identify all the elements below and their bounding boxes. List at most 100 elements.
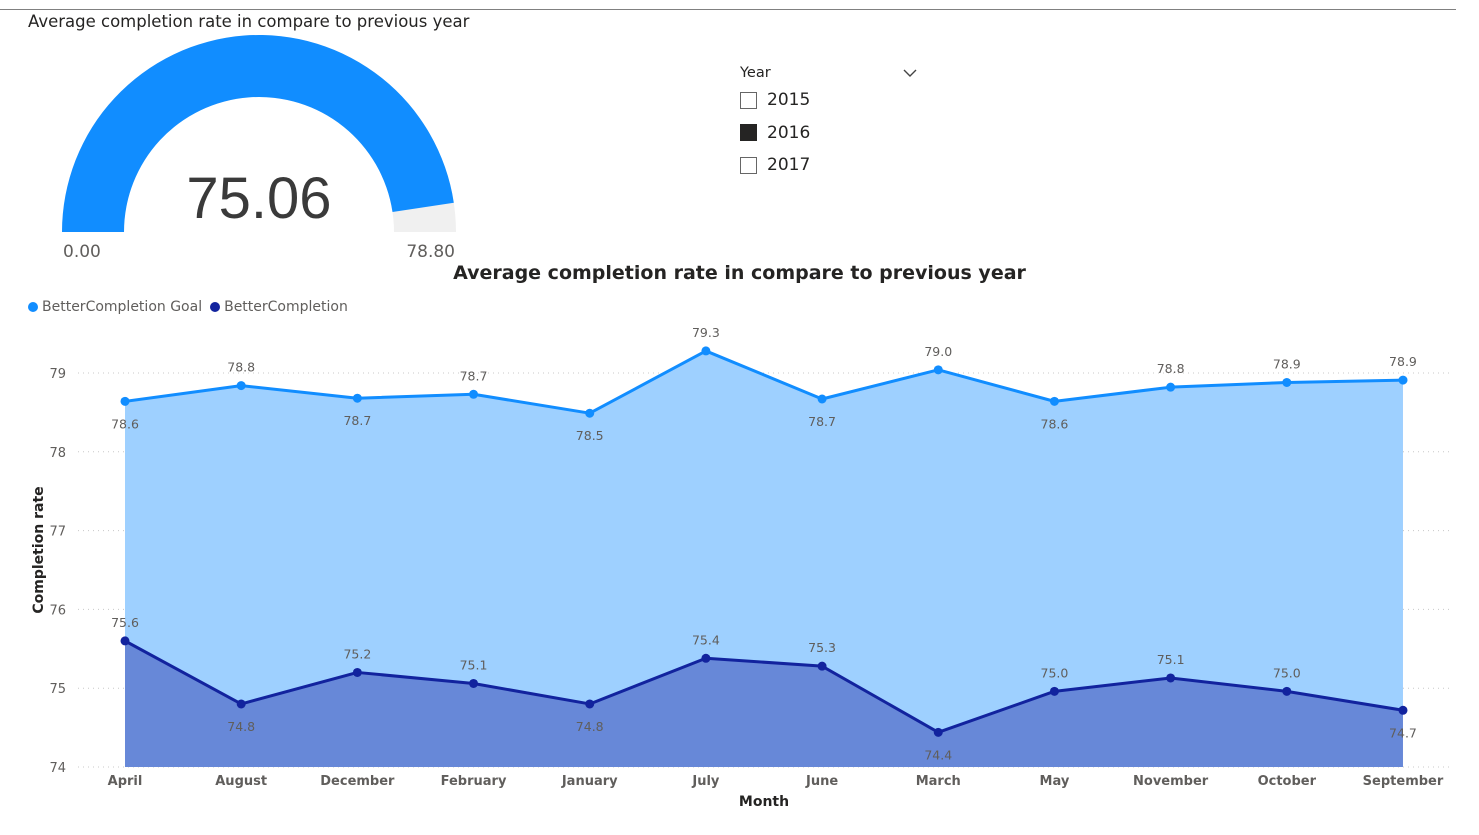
- gauge-min-label: 0.00: [63, 242, 101, 262]
- data-point[interactable]: [469, 678, 479, 688]
- y-tick-label: 74: [49, 761, 66, 776]
- data-point[interactable]: [701, 346, 711, 356]
- data-label: 78.6: [111, 416, 139, 431]
- legend-label: BetterCompletion: [224, 299, 348, 315]
- data-point[interactable]: [933, 727, 943, 737]
- data-label: 79.3: [692, 325, 720, 340]
- data-point[interactable]: [817, 661, 827, 671]
- x-tick-label: September: [1363, 774, 1444, 789]
- slicer-header: Year: [740, 62, 918, 84]
- gauge-title: Average completion rate in compare to pr…: [28, 12, 470, 31]
- x-tick-label: November: [1133, 774, 1209, 789]
- data-label: 78.9: [1389, 354, 1417, 369]
- x-tick-label: December: [320, 774, 395, 789]
- data-point[interactable]: [1398, 375, 1408, 385]
- data-label: 75.0: [1041, 665, 1069, 680]
- y-tick-label: 75: [49, 682, 66, 697]
- checkbox[interactable]: [740, 156, 757, 174]
- data-point[interactable]: [1282, 686, 1292, 696]
- legend-item-goal[interactable]: BetterCompletion Goal: [28, 299, 202, 315]
- data-label: 75.6: [111, 615, 139, 630]
- x-tick-label: April: [108, 774, 143, 789]
- data-label: 78.7: [460, 368, 488, 383]
- slicer-item-2015[interactable]: 2015: [740, 84, 920, 117]
- data-point[interactable]: [1166, 382, 1176, 392]
- data-point[interactable]: [352, 667, 362, 677]
- data-label: 75.4: [692, 632, 720, 647]
- x-tick-label: May: [1040, 774, 1070, 789]
- data-label: 79.0: [924, 344, 952, 359]
- data-point[interactable]: [469, 389, 479, 399]
- chevron-down-icon[interactable]: [902, 67, 918, 79]
- data-label: 78.8: [1157, 361, 1185, 376]
- slicer-item-label: 2015: [767, 90, 811, 111]
- area-goal: [125, 350, 1403, 733]
- gauge-fill[interactable]: [62, 35, 454, 232]
- data-label: 75.1: [1157, 652, 1185, 667]
- x-tick-label: March: [916, 774, 961, 789]
- data-point[interactable]: [1049, 396, 1059, 406]
- chart-legend: BetterCompletion Goal BetterCompletion: [28, 299, 356, 315]
- data-point[interactable]: [1398, 705, 1408, 715]
- data-point[interactable]: [120, 396, 130, 406]
- data-label: 74.8: [576, 719, 604, 734]
- checkbox[interactable]: [740, 91, 757, 109]
- series-line-completion: [124, 639, 1404, 734]
- data-label: 75.0: [1273, 665, 1301, 680]
- series-line-goal: [124, 349, 1404, 415]
- data-label: 78.6: [1041, 416, 1069, 431]
- top-divider: [0, 9, 1456, 10]
- x-tick-label: June: [805, 774, 838, 789]
- y-tick-label: 76: [49, 603, 66, 618]
- y-tick-label: 77: [49, 525, 66, 540]
- year-slicer: Year 2015 2016 2017: [740, 62, 920, 182]
- x-tick-label: January: [561, 774, 618, 789]
- legend-label: BetterCompletion Goal: [42, 299, 203, 315]
- data-point[interactable]: [701, 653, 711, 663]
- slicer-item-2016[interactable]: 2016: [740, 117, 920, 150]
- area-completion: [125, 640, 1403, 767]
- data-label: 74.8: [227, 719, 255, 734]
- checkbox[interactable]: [740, 124, 757, 142]
- data-point[interactable]: [236, 381, 246, 391]
- legend-item-completion[interactable]: BetterCompletion: [210, 299, 348, 315]
- data-label: 78.9: [1273, 356, 1301, 371]
- data-point[interactable]: [352, 393, 362, 403]
- x-axis-title: Month: [739, 794, 789, 810]
- slicer-title: Year: [740, 65, 771, 81]
- data-label: 75.2: [343, 646, 371, 661]
- data-label: 74.4: [924, 747, 952, 762]
- data-point[interactable]: [236, 699, 246, 709]
- x-tick-label: July: [691, 774, 720, 789]
- data-label: 78.7: [343, 413, 371, 428]
- data-point[interactable]: [933, 365, 943, 375]
- x-tick-label: October: [1258, 774, 1317, 789]
- data-label: 74.7: [1389, 725, 1417, 740]
- x-tick-label: August: [215, 774, 267, 789]
- data-label: 78.5: [576, 428, 604, 443]
- gauge-max-label: 78.80: [406, 242, 455, 262]
- y-axis-title: Completion rate: [31, 486, 47, 613]
- data-point[interactable]: [1282, 377, 1292, 387]
- data-point[interactable]: [1166, 673, 1176, 683]
- data-point[interactable]: [585, 408, 595, 418]
- legend-marker: [28, 302, 38, 312]
- x-tick-label: February: [441, 774, 507, 789]
- chart-title: Average completion rate in compare to pr…: [453, 262, 1026, 284]
- gauge-chart: 75.06 0.00 78.80: [62, 35, 456, 262]
- slicer-item-2017[interactable]: 2017: [740, 149, 920, 182]
- data-label: 78.7: [808, 414, 836, 429]
- data-point[interactable]: [120, 636, 130, 646]
- data-label: 75.1: [460, 657, 488, 672]
- slicer-item-label: 2017: [767, 155, 811, 176]
- data-label: 75.3: [808, 640, 836, 655]
- data-label: 78.8: [227, 360, 255, 375]
- data-point[interactable]: [585, 699, 595, 709]
- slicer-item-label: 2016: [767, 122, 811, 143]
- legend-marker: [210, 302, 221, 312]
- data-point[interactable]: [1049, 686, 1059, 696]
- y-tick-label: 78: [49, 446, 66, 461]
- y-tick-label: 79: [49, 367, 66, 382]
- data-point[interactable]: [817, 394, 827, 404]
